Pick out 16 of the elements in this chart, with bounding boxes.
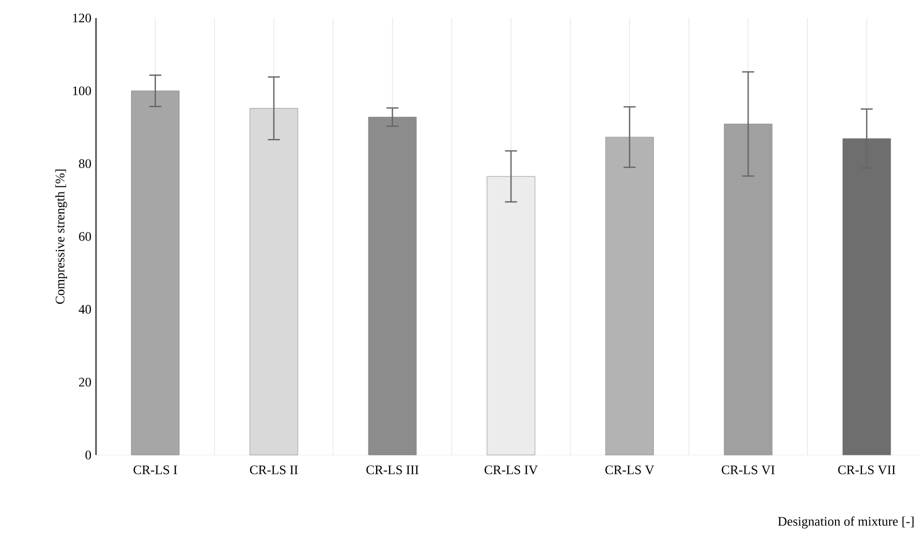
y-tick-label: 60	[79, 232, 91, 241]
y-tick-label: 0	[85, 450, 91, 460]
x-tick-label: CR-LS VI	[722, 466, 775, 474]
y-tick-label: 120	[73, 14, 91, 22]
y-axis-title: Compressive strength [%]	[55, 170, 68, 304]
y-tick-label: 80	[78, 159, 91, 168]
x-tick-label: CR-LS VII	[838, 466, 896, 474]
x-tick-label: CR-LS II	[250, 466, 298, 474]
y-tick-label: 40	[78, 304, 91, 314]
x-axis-title: Designation of mixture [-]	[778, 516, 914, 528]
x-tick-label: CR-LS III	[366, 466, 418, 474]
x-tick-label: CR-LS IV	[484, 466, 538, 474]
y-tick-label: 20	[79, 378, 91, 387]
x-tick-label: CR-LS I	[134, 466, 178, 474]
y-tick-label: 100	[73, 86, 91, 96]
x-tick-label: CR-LS V	[605, 466, 654, 474]
